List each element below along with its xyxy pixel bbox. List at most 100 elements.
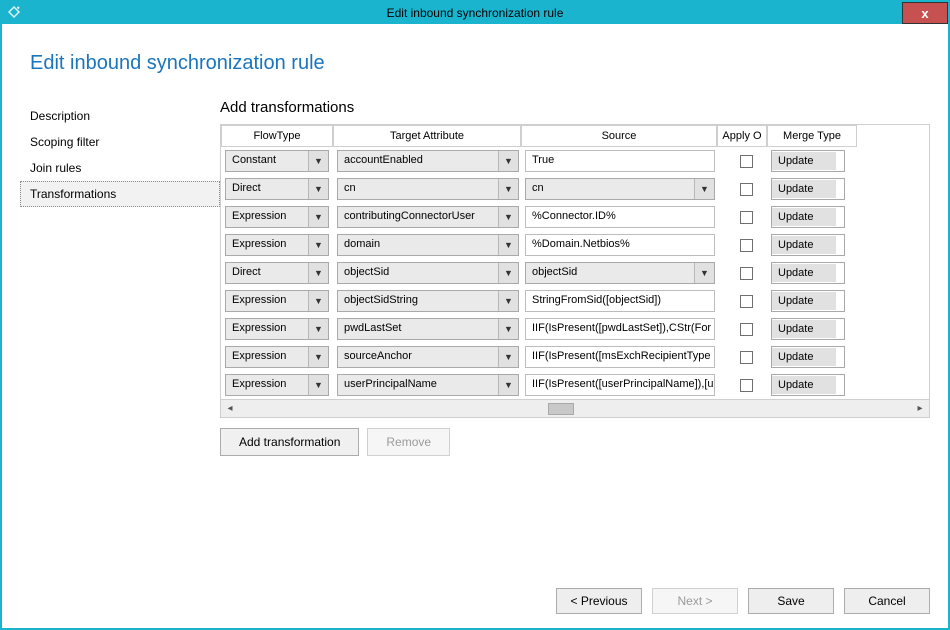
flowtype-value: Direct [226,179,308,199]
table-row: Constant▼accountEnabled▼TrueUpdate [221,147,929,175]
close-button[interactable]: x [902,2,948,24]
table-row: Expression▼ objectSidString▼ StringFromSid… [221,287,929,315]
target-attribute-value: cn [338,179,498,199]
target-attribute-combo[interactable]: cn▼ [337,178,519,200]
source-textbox[interactable]: IIF(IsPresent([pwdLastSet]),CStr(For [525,318,715,340]
target-attribute-combo[interactable]: accountEnabled▼ [337,150,519,172]
flowtype-combo[interactable]: Expression▼ [225,206,329,228]
flowtype-combo[interactable]: Direct▼ [225,178,329,200]
remove-transformation-button[interactable]: Remove [367,428,450,456]
horizontal-scrollbar[interactable]: ◂ ▸ [221,399,929,417]
target-attribute-value: contributingConnectorUser [338,207,498,227]
source-textbox[interactable]: %Domain.Netbios% [525,234,715,256]
flowtype-combo[interactable]: Expression▼ [225,318,329,340]
source-combo[interactable]: cn▼ [525,178,715,200]
window-title: Edit inbound synchronization rule [387,6,564,20]
apply-once-checkbox[interactable] [740,267,753,280]
merge-type-button[interactable]: Update [771,262,845,284]
chevron-down-icon: ▼ [308,347,328,367]
chevron-down-icon: ▼ [308,263,328,283]
merge-type-value: Update [772,236,836,254]
header-merge: Merge Type [767,125,857,147]
merge-type-button[interactable]: Update [771,150,845,172]
save-button[interactable]: Save [748,588,834,614]
next-button[interactable]: Next > [652,588,738,614]
merge-type-value: Update [772,292,836,310]
sidebar-item-scoping-filter[interactable]: Scoping filter [20,129,220,155]
table-row: Direct▼cn▼cn▼Update [221,175,929,203]
chevron-down-icon: ▼ [498,207,518,227]
apply-once-checkbox[interactable] [740,183,753,196]
sidebar-item-description[interactable]: Description [20,103,220,129]
source-textbox[interactable]: True [525,150,715,172]
source-textbox[interactable]: IIF(IsPresent([userPrincipalName]),[u [525,374,715,396]
flowtype-value: Direct [226,263,308,283]
sidebar-item-join-rules[interactable]: Join rules [20,155,220,181]
chevron-down-icon: ▼ [308,291,328,311]
target-attribute-value: userPrincipalName [338,375,498,395]
source-textbox[interactable]: IIF(IsPresent([msExchRecipientType [525,346,715,368]
sidebar: DescriptionScoping filterJoin rulesTrans… [20,99,220,568]
source-textbox[interactable]: StringFromSid([objectSid]) [525,290,715,312]
app-icon [7,5,21,19]
flowtype-combo[interactable]: Expression▼ [225,346,329,368]
target-attribute-combo[interactable]: objectSidString▼ [337,290,519,312]
transformations-panel: Add transformations FlowType Target Attr… [220,99,930,568]
flowtype-value: Expression [226,375,308,395]
flowtype-combo[interactable]: Expression▼ [225,290,329,312]
table-row: Expression▼ contributingConnectorUser▼ %Co… [221,203,929,231]
chevron-down-icon: ▼ [308,375,328,395]
target-attribute-combo[interactable]: sourceAnchor▼ [337,346,519,368]
cancel-button[interactable]: Cancel [844,588,930,614]
flowtype-combo[interactable]: Expression▼ [225,234,329,256]
scroll-right-button[interactable]: ▸ [911,401,929,417]
chevron-down-icon: ▼ [498,179,518,199]
header-target: Target Attribute [333,125,521,147]
apply-once-checkbox[interactable] [740,239,753,252]
source-combo[interactable]: objectSid▼ [525,262,715,284]
target-attribute-combo[interactable]: objectSid▼ [337,262,519,284]
target-attribute-value: domain [338,235,498,255]
scroll-thumb[interactable] [548,403,574,415]
header-flowtype: FlowType [221,125,333,147]
target-attribute-combo[interactable]: userPrincipalName▼ [337,374,519,396]
target-attribute-combo[interactable]: domain▼ [337,234,519,256]
transformations-grid: FlowType Target Attribute Source Apply O… [220,124,930,418]
chevron-down-icon: ▼ [308,179,328,199]
apply-once-checkbox[interactable] [740,155,753,168]
target-attribute-combo[interactable]: contributingConnectorUser▼ [337,206,519,228]
merge-type-button[interactable]: Update [771,234,845,256]
apply-once-checkbox[interactable] [740,211,753,224]
merge-type-button[interactable]: Update [771,374,845,396]
chevron-down-icon: ▼ [498,347,518,367]
chevron-down-icon: ▼ [498,151,518,171]
apply-once-checkbox[interactable] [740,379,753,392]
merge-type-button[interactable]: Update [771,318,845,340]
chevron-down-icon: ▼ [694,263,714,283]
flowtype-combo[interactable]: Direct▼ [225,262,329,284]
add-transformation-button[interactable]: Add transformation [220,428,359,456]
merge-type-button[interactable]: Update [771,206,845,228]
apply-once-checkbox[interactable] [740,351,753,364]
target-attribute-value: accountEnabled [338,151,498,171]
source-textbox[interactable]: %Connector.ID% [525,206,715,228]
merge-type-button[interactable]: Update [771,178,845,200]
previous-button[interactable]: < Previous [556,588,642,614]
table-row: Expression▼sourceAnchor▼IIF(IsPresent([m… [221,343,929,371]
merge-type-button[interactable]: Update [771,290,845,312]
merge-type-value: Update [772,152,836,170]
merge-type-button[interactable]: Update [771,346,845,368]
wizard-footer: < Previous Next > Save Cancel [20,568,930,614]
flowtype-combo[interactable]: Constant▼ [225,150,329,172]
apply-once-checkbox[interactable] [740,295,753,308]
flowtype-value: Expression [226,347,308,367]
chevron-down-icon: ▼ [308,151,328,171]
chevron-down-icon: ▼ [498,375,518,395]
scroll-left-button[interactable]: ◂ [221,401,239,417]
target-attribute-combo[interactable]: pwdLastSet▼ [337,318,519,340]
scroll-track[interactable] [239,401,911,417]
apply-once-checkbox[interactable] [740,323,753,336]
table-row: Expression▼ domain▼ %Domain.Netbios% Update [221,231,929,259]
sidebar-item-transformations[interactable]: Transformations [20,181,220,207]
flowtype-combo[interactable]: Expression▼ [225,374,329,396]
